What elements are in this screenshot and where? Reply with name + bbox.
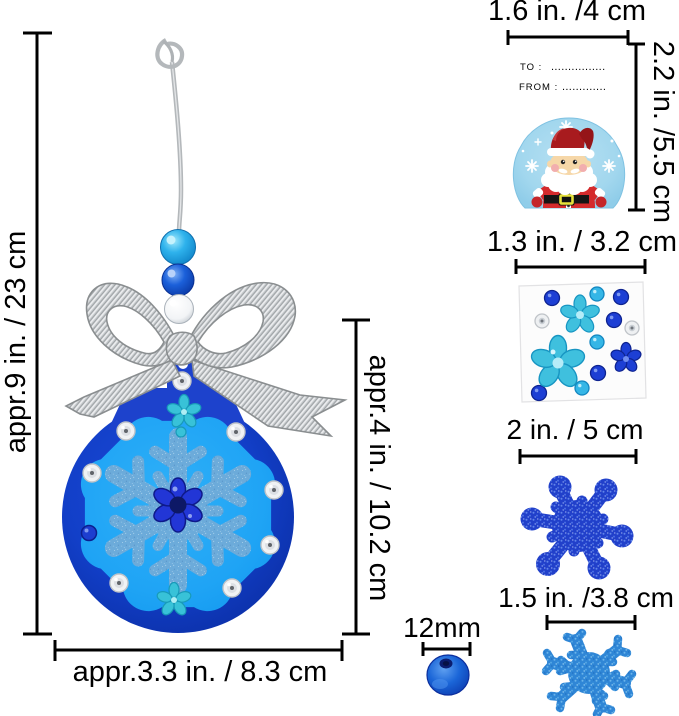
svg-text:appr.4 in. / 10.2 cm: appr.4 in. / 10.2 cm bbox=[363, 355, 395, 602]
svg-text:1.3 in. / 3.2 cm: 1.3 in. / 3.2 cm bbox=[487, 226, 677, 258]
svg-text:FROM :: FROM : bbox=[519, 82, 558, 93]
svg-text:TO :: TO : bbox=[520, 62, 542, 73]
svg-text:12mm: 12mm bbox=[403, 612, 481, 643]
svg-text:appr.9 in. / 23 cm: appr.9 in. / 23 cm bbox=[0, 231, 32, 453]
svg-text:.............: ............. bbox=[562, 81, 606, 93]
svg-text:2 in. / 5 cm: 2 in. / 5 cm bbox=[507, 414, 644, 445]
svg-text:................: ................ bbox=[551, 61, 606, 73]
svg-text:1.6 in. /4 cm: 1.6 in. /4 cm bbox=[488, 0, 646, 27]
svg-text:1.5 in. /3.8 cm: 1.5 in. /3.8 cm bbox=[498, 582, 674, 613]
svg-text:2.2 in. /5.5 cm: 2.2 in. /5.5 cm bbox=[647, 41, 679, 223]
svg-text:appr.3.3 in. / 8.3 cm: appr.3.3 in. / 8.3 cm bbox=[73, 656, 328, 688]
